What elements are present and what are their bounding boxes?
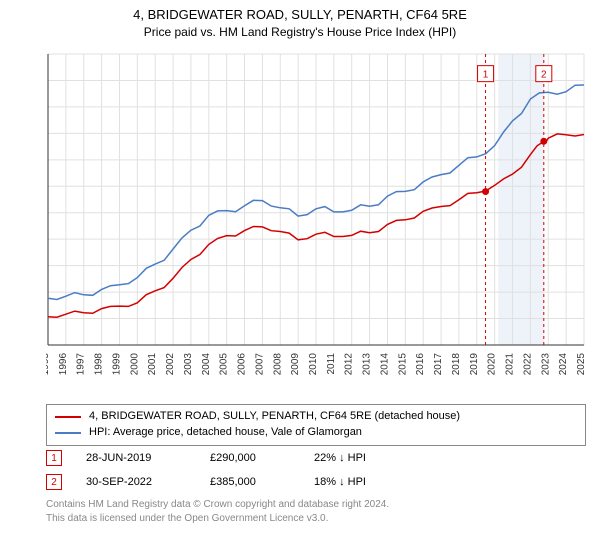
footer-note: Contains HM Land Registry data © Crown c… <box>46 498 586 525</box>
svg-text:2016: 2016 <box>415 353 426 376</box>
sale-date-2: 30-SEP-2022 <box>86 476 186 488</box>
chart-svg: £0£50K£100K£150K£200K£250K£300K£350K£400… <box>46 50 586 395</box>
svg-text:1998: 1998 <box>94 353 105 376</box>
legend-swatch-price <box>55 416 81 418</box>
svg-text:2013: 2013 <box>362 353 373 376</box>
sale-price-2: £385,000 <box>210 476 290 488</box>
svg-text:2006: 2006 <box>237 353 248 376</box>
svg-text:2014: 2014 <box>379 353 390 376</box>
svg-text:1999: 1999 <box>111 353 122 376</box>
svg-text:2005: 2005 <box>219 353 230 376</box>
footer-line2: This data is licensed under the Open Gov… <box>46 512 586 526</box>
svg-text:2000: 2000 <box>129 353 140 376</box>
svg-text:2002: 2002 <box>165 353 176 376</box>
svg-text:2001: 2001 <box>147 353 158 376</box>
marker-box-1: 1 <box>46 450 62 466</box>
marker-box-2: 2 <box>46 474 62 490</box>
svg-text:1997: 1997 <box>76 353 87 376</box>
legend-swatch-hpi <box>55 432 81 434</box>
sale-delta-2: 18% ↓ HPI <box>314 476 366 488</box>
chart-area: £0£50K£100K£150K£200K£250K£300K£350K£400… <box>46 50 586 395</box>
svg-text:2003: 2003 <box>183 353 194 376</box>
svg-text:1995: 1995 <box>46 353 51 376</box>
svg-text:2022: 2022 <box>522 353 533 376</box>
footer-line1: Contains HM Land Registry data © Crown c… <box>46 498 586 512</box>
title-line1: 4, BRIDGEWATER ROAD, SULLY, PENARTH, CF6… <box>0 6 600 24</box>
legend-box: 4, BRIDGEWATER ROAD, SULLY, PENARTH, CF6… <box>46 404 586 446</box>
legend-row: 4, BRIDGEWATER ROAD, SULLY, PENARTH, CF6… <box>55 409 577 425</box>
sale-price-1: £290,000 <box>210 452 290 464</box>
svg-text:2017: 2017 <box>433 353 444 376</box>
svg-text:2009: 2009 <box>290 353 301 376</box>
marker-num-2: 2 <box>51 477 57 488</box>
legend-label-hpi: HPI: Average price, detached house, Vale… <box>89 425 362 441</box>
svg-text:1996: 1996 <box>58 353 69 376</box>
svg-text:1: 1 <box>483 70 489 81</box>
svg-text:2012: 2012 <box>344 353 355 376</box>
sale-delta-1: 22% ↓ HPI <box>314 452 366 464</box>
legend-row: HPI: Average price, detached house, Vale… <box>55 425 577 441</box>
svg-text:2024: 2024 <box>558 353 569 376</box>
sale-point-row: 2 30-SEP-2022 £385,000 18% ↓ HPI <box>46 470 586 494</box>
sale-points-block: 1 28-JUN-2019 £290,000 22% ↓ HPI 2 30-SE… <box>46 446 586 494</box>
svg-text:2020: 2020 <box>487 353 498 376</box>
legend-label-price: 4, BRIDGEWATER ROAD, SULLY, PENARTH, CF6… <box>89 409 460 425</box>
sale-date-1: 28-JUN-2019 <box>86 452 186 464</box>
svg-text:2019: 2019 <box>469 353 480 376</box>
svg-text:2008: 2008 <box>272 353 283 376</box>
svg-text:2025: 2025 <box>576 353 586 376</box>
title-line2: Price paid vs. HM Land Registry's House … <box>0 24 600 40</box>
title-block: 4, BRIDGEWATER ROAD, SULLY, PENARTH, CF6… <box>0 0 600 40</box>
svg-text:2011: 2011 <box>326 353 337 375</box>
svg-text:2004: 2004 <box>201 353 212 376</box>
svg-text:2010: 2010 <box>308 353 319 376</box>
svg-text:2021: 2021 <box>505 353 516 376</box>
svg-text:2018: 2018 <box>451 353 462 376</box>
svg-text:2023: 2023 <box>540 353 551 376</box>
svg-text:2007: 2007 <box>254 353 265 376</box>
sale-point-row: 1 28-JUN-2019 £290,000 22% ↓ HPI <box>46 446 586 470</box>
marker-num-1: 1 <box>51 453 57 464</box>
svg-text:2015: 2015 <box>397 353 408 376</box>
chart-container: 4, BRIDGEWATER ROAD, SULLY, PENARTH, CF6… <box>0 0 600 560</box>
svg-text:2: 2 <box>541 70 547 81</box>
